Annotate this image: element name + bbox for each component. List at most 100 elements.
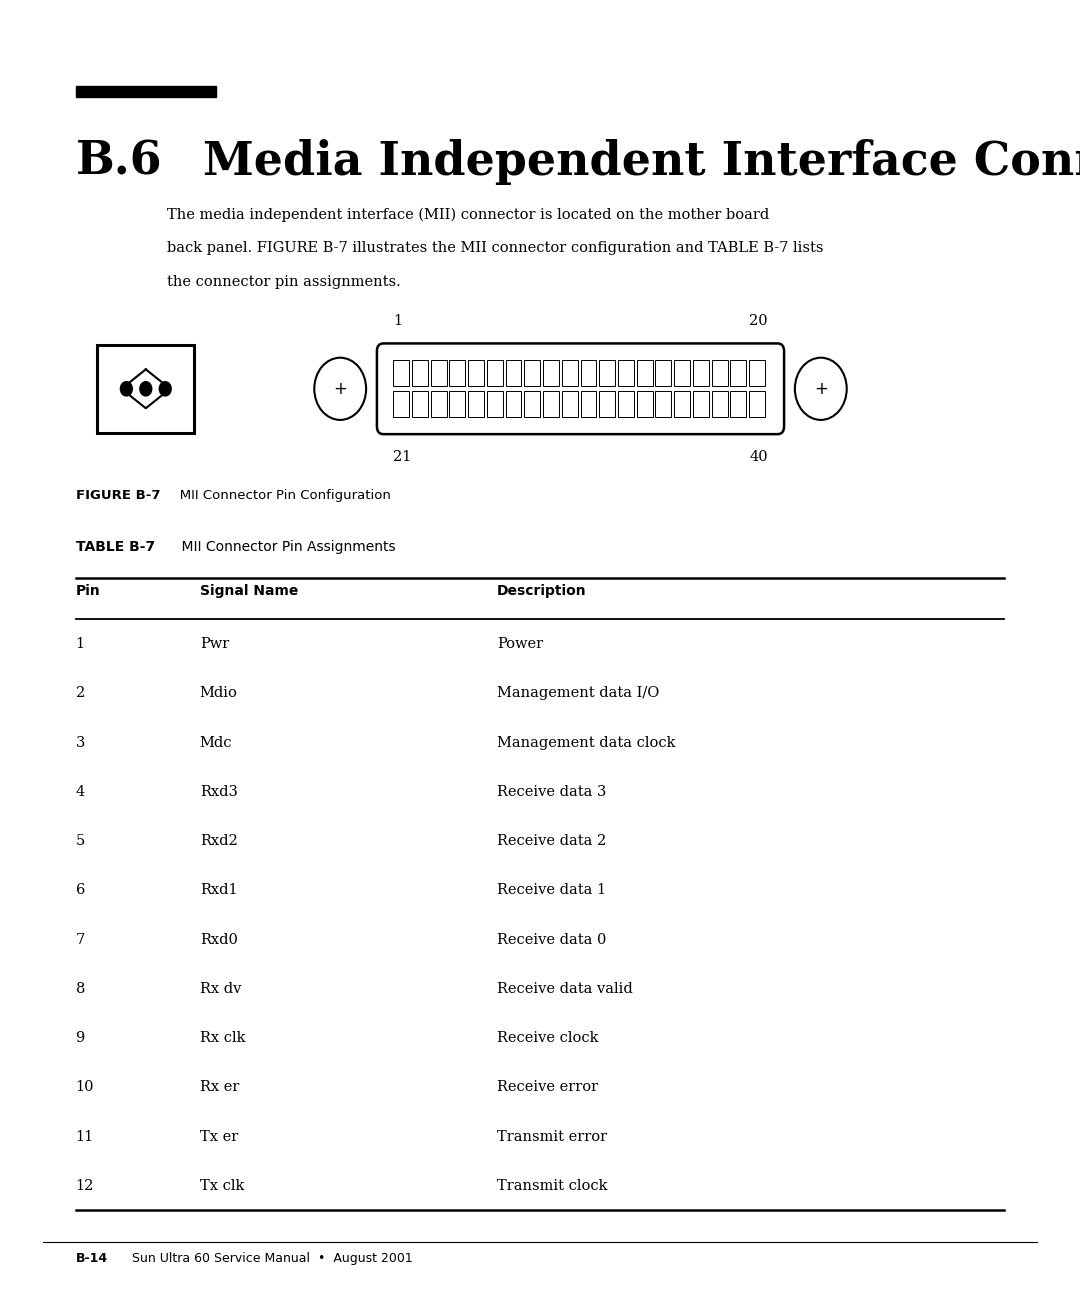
Bar xyxy=(505,360,522,386)
Text: TABLE B-7: TABLE B-7 xyxy=(76,540,154,555)
Text: Rx dv: Rx dv xyxy=(200,982,241,995)
Bar xyxy=(674,360,690,386)
Bar xyxy=(562,360,578,386)
Text: 6: 6 xyxy=(76,884,85,897)
Bar xyxy=(637,360,652,386)
Bar xyxy=(468,391,484,417)
Text: +: + xyxy=(334,380,347,398)
Text: B-14: B-14 xyxy=(76,1252,108,1265)
Bar xyxy=(730,360,746,386)
Text: 12: 12 xyxy=(76,1179,94,1192)
Text: 1: 1 xyxy=(393,314,402,328)
Bar xyxy=(487,391,502,417)
Text: 11: 11 xyxy=(76,1130,94,1143)
Text: Pwr: Pwr xyxy=(200,638,229,651)
Bar xyxy=(431,391,446,417)
Text: Pin: Pin xyxy=(76,584,100,599)
Bar xyxy=(750,360,765,386)
Text: 2: 2 xyxy=(76,687,85,700)
Text: 3: 3 xyxy=(76,736,85,749)
Bar xyxy=(618,391,634,417)
Text: Rxd1: Rxd1 xyxy=(200,884,238,897)
Text: The media independent interface (MII) connector is located on the mother board: The media independent interface (MII) co… xyxy=(167,207,770,222)
Bar xyxy=(393,360,409,386)
Text: 9: 9 xyxy=(76,1032,85,1045)
Text: MII Connector Pin Configuration: MII Connector Pin Configuration xyxy=(167,489,391,502)
Bar xyxy=(656,360,672,386)
Text: Description: Description xyxy=(497,584,586,599)
Bar xyxy=(730,391,746,417)
Text: Tx clk: Tx clk xyxy=(200,1179,244,1192)
Bar xyxy=(411,391,428,417)
Bar xyxy=(599,360,616,386)
Bar xyxy=(562,391,578,417)
Bar xyxy=(393,391,409,417)
Text: FIGURE B-7: FIGURE B-7 xyxy=(76,489,160,502)
Text: Tx er: Tx er xyxy=(200,1130,238,1143)
Text: MII Connector Pin Assignments: MII Connector Pin Assignments xyxy=(164,540,395,555)
Text: 4: 4 xyxy=(76,785,85,798)
Bar xyxy=(656,391,672,417)
Text: Transmit error: Transmit error xyxy=(497,1130,607,1143)
Bar xyxy=(637,391,652,417)
Text: Media Independent Interface Connector: Media Independent Interface Connector xyxy=(203,139,1080,184)
Text: Management data clock: Management data clock xyxy=(497,736,675,749)
Bar xyxy=(712,360,728,386)
Bar xyxy=(543,360,559,386)
Text: Rx er: Rx er xyxy=(200,1081,239,1094)
Bar xyxy=(543,391,559,417)
Bar xyxy=(487,360,502,386)
Text: Sun Ultra 60 Service Manual  •  August 2001: Sun Ultra 60 Service Manual • August 200… xyxy=(116,1252,413,1265)
Bar xyxy=(449,391,465,417)
Text: Rxd3: Rxd3 xyxy=(200,785,238,798)
Text: back panel. FIGURE B-7 illustrates the MII connector configuration and TABLE B-7: back panel. FIGURE B-7 illustrates the M… xyxy=(167,241,824,255)
Text: 20: 20 xyxy=(750,314,768,328)
Circle shape xyxy=(795,358,847,420)
Bar xyxy=(449,360,465,386)
Text: 5: 5 xyxy=(76,835,85,848)
Text: B.6: B.6 xyxy=(76,139,162,184)
Text: Mdc: Mdc xyxy=(200,736,232,749)
Circle shape xyxy=(160,382,172,397)
Bar xyxy=(431,360,446,386)
Text: 8: 8 xyxy=(76,982,85,995)
Bar xyxy=(468,360,484,386)
Bar xyxy=(674,391,690,417)
Bar xyxy=(411,360,428,386)
FancyBboxPatch shape xyxy=(377,343,784,434)
Circle shape xyxy=(140,382,151,397)
Text: Rxd0: Rxd0 xyxy=(200,933,238,946)
Bar xyxy=(524,360,540,386)
Text: Receive data 0: Receive data 0 xyxy=(497,933,606,946)
Bar xyxy=(581,360,596,386)
Bar xyxy=(97,345,194,433)
Text: Transmit clock: Transmit clock xyxy=(497,1179,607,1192)
Circle shape xyxy=(314,358,366,420)
Bar xyxy=(693,360,708,386)
Text: Mdio: Mdio xyxy=(200,687,238,700)
Text: Receive data 2: Receive data 2 xyxy=(497,835,606,848)
Text: Receive clock: Receive clock xyxy=(497,1032,598,1045)
Text: Receive error: Receive error xyxy=(497,1081,598,1094)
Bar xyxy=(712,391,728,417)
Bar xyxy=(693,391,708,417)
Text: 1: 1 xyxy=(76,638,84,651)
Text: +: + xyxy=(814,380,827,398)
Text: the connector pin assignments.: the connector pin assignments. xyxy=(167,275,401,289)
Text: 10: 10 xyxy=(76,1081,94,1094)
Text: Receive data valid: Receive data valid xyxy=(497,982,633,995)
Text: Management data I/O: Management data I/O xyxy=(497,687,659,700)
Text: 40: 40 xyxy=(750,450,768,464)
Bar xyxy=(505,391,522,417)
Text: Power: Power xyxy=(497,638,543,651)
Bar xyxy=(599,391,616,417)
Circle shape xyxy=(121,382,133,397)
Text: Signal Name: Signal Name xyxy=(200,584,298,599)
Text: Rx clk: Rx clk xyxy=(200,1032,245,1045)
Text: Rxd2: Rxd2 xyxy=(200,835,238,848)
Bar xyxy=(524,391,540,417)
Bar xyxy=(618,360,634,386)
Text: 21: 21 xyxy=(393,450,411,464)
Text: Receive data 3: Receive data 3 xyxy=(497,785,606,798)
Bar xyxy=(750,391,765,417)
